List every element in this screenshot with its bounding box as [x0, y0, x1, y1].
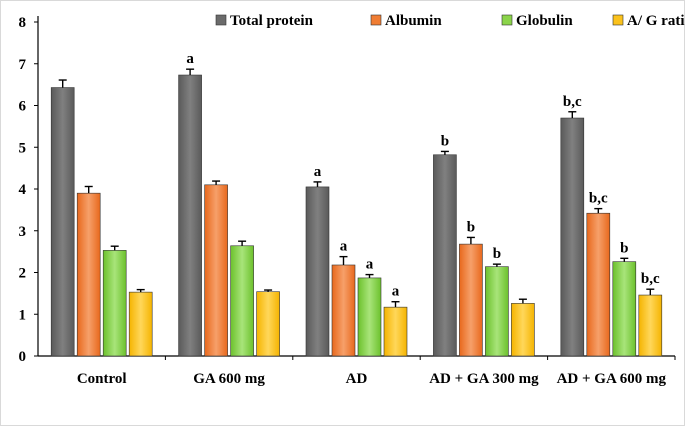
y-tick-label: 3	[19, 224, 27, 240]
bar	[357, 277, 382, 357]
bar	[102, 250, 127, 357]
y-tick-label: 0	[19, 349, 27, 365]
bar	[485, 266, 509, 357]
y-tick-label: 8	[19, 15, 27, 31]
significance-label: a	[340, 239, 348, 255]
bar	[511, 303, 535, 357]
significance-label: b	[441, 133, 449, 149]
y-tick-label: 4	[19, 182, 27, 198]
bar	[433, 154, 457, 357]
legend-swatch	[501, 14, 513, 26]
bar	[50, 87, 75, 357]
bar	[305, 186, 330, 357]
legend-swatch	[612, 14, 624, 26]
bar	[638, 294, 663, 357]
significance-label: b	[493, 246, 501, 262]
x-category-label: AD	[346, 371, 368, 387]
legend-swatch	[370, 14, 382, 26]
bar	[256, 291, 280, 357]
significance-label: b,c	[589, 191, 608, 207]
bar	[204, 184, 228, 357]
significance-label: b,c	[563, 94, 582, 110]
bar	[331, 264, 356, 357]
x-category-label: GA 600 mg	[193, 371, 265, 387]
y-tick-label: 2	[19, 266, 27, 282]
bar	[612, 261, 637, 357]
bar	[383, 306, 408, 357]
bar	[586, 212, 611, 357]
y-tick-label: 6	[19, 99, 27, 115]
y-tick-label: 5	[19, 140, 27, 156]
bar	[128, 291, 153, 357]
significance-label: a	[186, 51, 194, 67]
legend-label: Total protein	[230, 13, 314, 29]
x-category-label: AD + GA 600 mg	[557, 371, 667, 387]
significance-label: a	[314, 164, 322, 180]
significance-label: b,c	[641, 271, 660, 287]
significance-label: b	[467, 219, 475, 235]
significance-label: a	[366, 257, 374, 273]
y-tick-label: 7	[19, 57, 27, 73]
bar	[230, 245, 254, 357]
y-tick-label: 1	[19, 307, 27, 323]
x-category-label: AD + GA 300 mg	[429, 371, 539, 387]
bar	[560, 117, 585, 357]
significance-label: a	[392, 284, 400, 300]
bar	[76, 192, 101, 357]
bar	[178, 74, 202, 357]
legend-label: Globulin	[516, 13, 573, 29]
legend-label: A/ G ratio	[627, 13, 685, 29]
legend-label: Albumin	[385, 13, 442, 29]
bar	[459, 243, 483, 357]
x-category-label: Control	[77, 371, 127, 387]
significance-label: b	[620, 240, 628, 256]
legend-swatch	[215, 14, 227, 26]
